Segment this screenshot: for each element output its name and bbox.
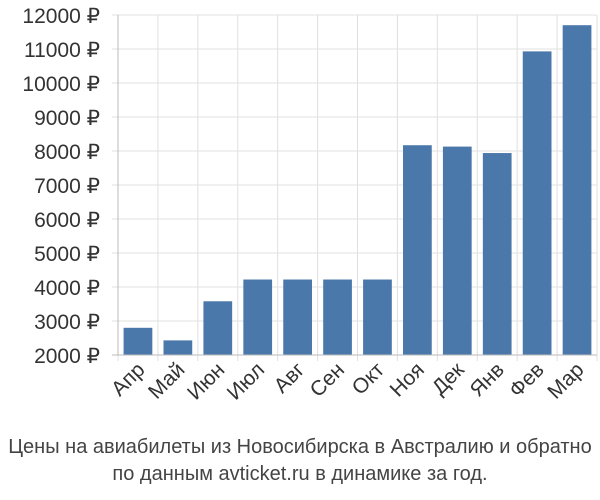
bar-5 bbox=[283, 279, 312, 355]
x-tick-label: Май bbox=[144, 358, 189, 403]
x-tick-label: Июн bbox=[183, 358, 229, 404]
y-tick-label: 11000 ₽ bbox=[24, 39, 100, 62]
x-tick-label: Янв bbox=[466, 358, 509, 401]
x-tick-label: Июл bbox=[223, 358, 269, 404]
bar-10 bbox=[482, 153, 512, 355]
y-tick-label: 5000 ₽ bbox=[34, 243, 100, 266]
chart-caption-line-1: Цены на авиабилеты из Новосибирска в Авс… bbox=[8, 436, 592, 458]
bar-12 bbox=[562, 25, 592, 355]
chart-caption-line-2: по данным avticket.ru в динамике за год. bbox=[112, 463, 488, 485]
bar-1 bbox=[123, 327, 153, 355]
y-tick-label: 12000 ₽ bbox=[22, 5, 100, 28]
bar-4 bbox=[243, 279, 273, 355]
y-tick-label: 4000 ₽ bbox=[34, 277, 100, 300]
x-tick-label: Окт bbox=[348, 358, 390, 400]
x-tick-label: Фев bbox=[505, 358, 549, 402]
bar-3 bbox=[203, 301, 233, 355]
y-tick-label: 6000 ₽ bbox=[34, 209, 100, 232]
y-tick-label: 10000 ₽ bbox=[22, 73, 100, 96]
y-tick-label: 3000 ₽ bbox=[34, 311, 100, 334]
x-tick-label: Сен bbox=[306, 358, 349, 401]
x-tick-label: Мар bbox=[543, 358, 588, 403]
y-tick-label: 7000 ₽ bbox=[34, 175, 100, 198]
bar-7 bbox=[363, 279, 392, 355]
y-tick-label: 8000 ₽ bbox=[34, 141, 100, 164]
x-tick-label: Дек bbox=[428, 358, 470, 400]
x-tick-label: Авг bbox=[270, 358, 310, 398]
price-bar-chart: 2000 ₽ 3000 ₽ 4000 ₽ 5000 ₽ 6000 ₽ 7000 ₽ 8000… bbox=[22, 5, 598, 405]
bar-8 bbox=[403, 145, 432, 355]
y-tick-label: 9000 ₽ bbox=[34, 107, 100, 130]
y-tick-label: 2000 ₽ bbox=[34, 345, 100, 368]
bar-6 bbox=[323, 279, 352, 355]
x-tick-label: Апр bbox=[107, 358, 149, 400]
x-tick-label: Ноя bbox=[386, 358, 429, 401]
bars bbox=[123, 25, 592, 355]
bar-9 bbox=[442, 146, 472, 355]
bar-2 bbox=[163, 340, 193, 355]
y-axis: 2000 ₽ 3000 ₽ 4000 ₽ 5000 ₽ 6000 ₽ 7000 ₽ 8000… bbox=[22, 5, 119, 368]
bar-11 bbox=[522, 51, 552, 355]
